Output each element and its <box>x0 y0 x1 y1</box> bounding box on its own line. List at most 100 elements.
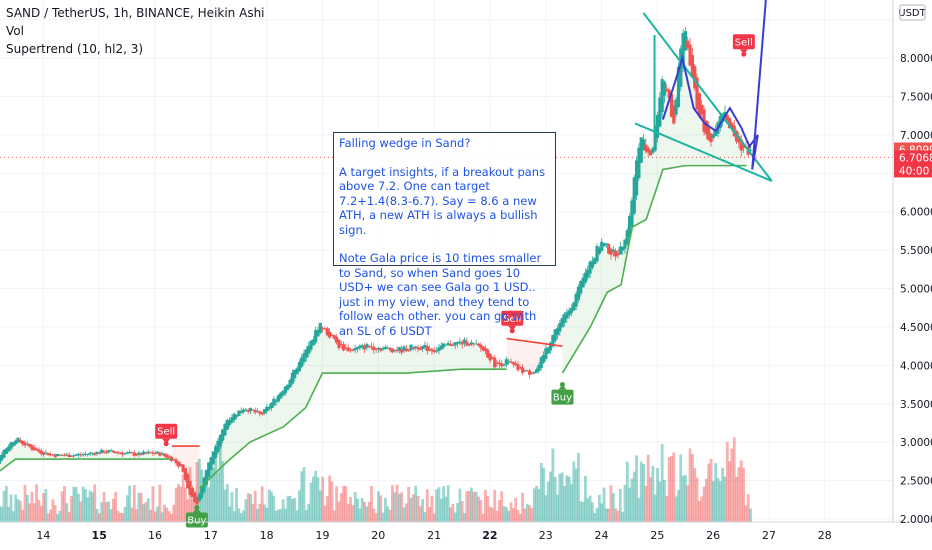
volume-bar <box>458 488 462 522</box>
volume-bar <box>416 495 420 522</box>
sell-signal: Sell <box>732 34 755 57</box>
currency-label: USDT <box>898 8 926 19</box>
supertrend-segment <box>561 164 747 374</box>
volume-bar <box>381 512 385 522</box>
volume-bar <box>163 504 166 522</box>
symbol-legend[interactable]: SAND / TetherUS, 1h, BINANCE, Heikin Ash… <box>6 6 265 20</box>
candle-body <box>469 342 474 345</box>
volume-bar <box>511 508 515 522</box>
volume-bar <box>304 510 308 522</box>
candle-body <box>648 150 653 156</box>
volume-bar <box>697 500 701 522</box>
candle-body <box>576 286 581 301</box>
candle-body <box>639 137 643 163</box>
wedge-lower-trendline[interactable] <box>634 122 773 182</box>
candle-body <box>237 410 241 416</box>
volume-bar <box>402 507 406 522</box>
signal-dot <box>163 441 169 447</box>
volume-bar <box>9 494 13 522</box>
volume-bar <box>630 478 634 522</box>
candle-body <box>258 411 262 414</box>
volume-bar <box>460 501 464 522</box>
volume-bar <box>151 486 155 522</box>
volume-bar <box>574 468 578 522</box>
candle-body <box>153 453 157 455</box>
trend-drawings[interactable] <box>634 0 773 182</box>
volume-bar <box>453 512 457 522</box>
candle-body <box>560 318 564 328</box>
volume-bar <box>14 494 18 522</box>
volume-bar <box>100 502 104 522</box>
volume-bar <box>344 486 348 522</box>
projection-path[interactable] <box>661 54 759 170</box>
price-tag: 40:00 <box>894 163 932 178</box>
volume-bar <box>330 481 334 522</box>
volume-bar <box>328 475 332 522</box>
volume-bar <box>584 475 587 522</box>
candle-body <box>465 341 469 346</box>
candle-body <box>725 114 729 121</box>
candle-body <box>402 346 406 351</box>
candle-body <box>288 379 292 388</box>
candle-body <box>255 411 260 413</box>
volume-bar <box>435 489 438 522</box>
volume-bar <box>197 458 201 522</box>
volume-bar <box>228 506 232 522</box>
volume-bar <box>702 486 706 522</box>
wedge-upper-trendline[interactable] <box>642 12 773 182</box>
supertrend-segment <box>0 458 172 472</box>
volume-bar <box>351 505 355 522</box>
candle-body <box>18 440 22 442</box>
volume-bar <box>70 495 73 522</box>
candle-body <box>176 461 181 467</box>
candle-body <box>583 272 588 283</box>
candle-body <box>204 470 208 485</box>
volume-bar <box>335 486 338 522</box>
candle-body <box>579 281 583 294</box>
candle-body <box>4 448 8 454</box>
candle-body <box>667 89 671 99</box>
price-axis-panel <box>893 0 932 550</box>
volume-bar <box>495 510 499 522</box>
candle-body <box>135 454 139 456</box>
volume-legend[interactable]: Vol <box>6 24 24 38</box>
volume-bar <box>211 467 215 522</box>
currency-box[interactable] <box>899 4 926 21</box>
candle-body <box>604 243 608 245</box>
candle-body <box>32 447 36 451</box>
volume-bar <box>670 456 673 522</box>
volume-bar <box>202 481 206 522</box>
volume-bar <box>718 481 722 522</box>
candle-body <box>514 363 518 366</box>
volume-bar <box>625 461 629 522</box>
volume-bar <box>286 496 290 522</box>
annotation-note[interactable]: Falling wedge in Sand? A target insights… <box>333 132 556 338</box>
candle-body <box>241 409 246 413</box>
volume-bar <box>346 503 350 522</box>
signal-label: Sell <box>735 37 753 48</box>
candle-body <box>588 261 592 274</box>
volume-bar <box>528 505 532 522</box>
candle-body <box>628 215 632 238</box>
volume-bar <box>204 481 208 522</box>
volume-bar <box>167 511 171 522</box>
volume-bar <box>677 489 680 522</box>
volume-bar <box>737 467 741 522</box>
volume-bar <box>84 489 87 522</box>
volume-bar <box>691 454 694 522</box>
breakout-projection-line[interactable] <box>751 0 767 170</box>
time-tick-label: 27 <box>762 529 776 542</box>
volume-bar <box>56 513 59 522</box>
volume-bar <box>725 442 729 522</box>
volume-bar <box>195 461 199 522</box>
price-tick-label: 7.0000 <box>900 130 932 142</box>
volume-bar <box>451 503 455 522</box>
candle-body <box>390 348 395 353</box>
volume-bar <box>704 478 708 522</box>
signal-label: Buy <box>553 393 572 404</box>
volume-bar <box>700 496 704 522</box>
signal-dot <box>509 328 515 334</box>
supertrend-legend[interactable]: Supertrend (10, hl2, 3) <box>6 42 144 56</box>
candle-body <box>425 346 429 352</box>
